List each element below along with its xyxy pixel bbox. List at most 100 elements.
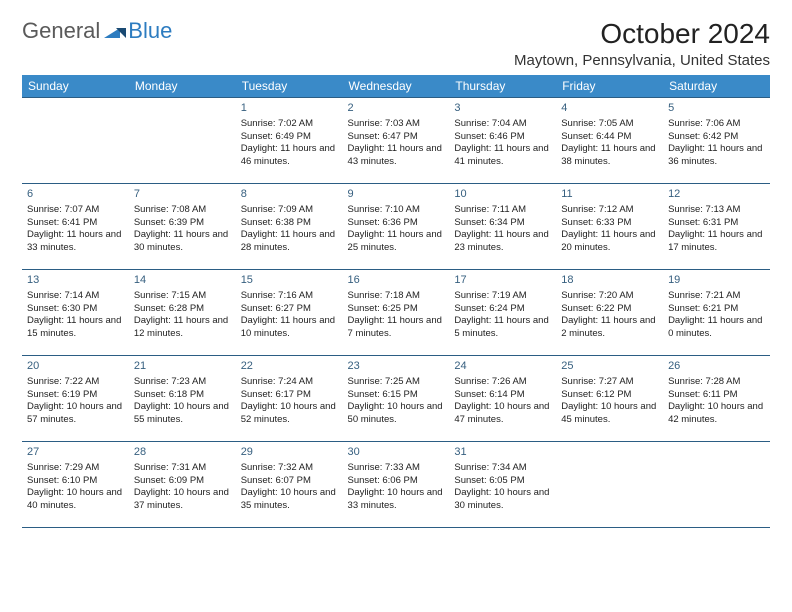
day-info: Sunrise: 7:09 AMSunset: 6:38 PMDaylight:… [241,204,338,255]
calendar-body: 1Sunrise: 7:02 AMSunset: 6:49 PMDaylight… [22,98,770,528]
calendar-day-cell: 8 Sunrise: 7:09 AMSunset: 6:38 PMDaylight… [236,184,343,270]
day-number: 24 [454,359,551,374]
calendar-day-cell: 5Sunrise: 7:06 AMSunset: 6:42 PMDaylight… [663,98,770,184]
day-info: Sunrise: 7:07 AMSunset: 6:41 PMDaylight:… [27,204,124,255]
day-number: 9 [348,187,445,202]
day-number: 13 [27,273,124,288]
day-info: Sunrise: 7:18 AMSunset: 6:25 PMDaylight:… [348,290,445,341]
calendar-day-cell: 2 Sunrise: 7:03 AMSunset: 6:47 PMDaylight… [343,98,450,184]
calendar-week-row: 27Sunrise: 7:29 AMSunset: 6:10 PMDayligh… [22,442,770,528]
calendar-day-cell: 18 Sunrise: 7:20 AMSunset: 6:22 PMDayligh… [556,270,663,356]
calendar-day-cell [129,98,236,184]
day-number: 3 [454,101,551,116]
calendar-day-cell: 9 Sunrise: 7:10 AMSunset: 6:36 PMDaylight… [343,184,450,270]
day-number: 31 [454,445,551,460]
calendar-day-cell: 3 Sunrise: 7:04 AMSunset: 6:46 PMDaylight… [449,98,556,184]
calendar-day-cell: 7Sunrise: 7:08 AMSunset: 6:39 PMDaylight… [129,184,236,270]
calendar-day-cell: 25 Sunrise: 7:27 AMSunset: 6:12 PMDayligh… [556,356,663,442]
page-title: October 2024 [514,18,770,50]
day-info: Sunrise: 7:32 AMSunset: 6:07 PMDaylight:… [241,462,338,513]
day-info: Sunrise: 7:23 AMSunset: 6:18 PMDaylight:… [134,376,231,427]
day-info: Sunrise: 7:05 AMSunset: 6:44 PMDaylight:… [561,118,658,169]
day-number: 30 [348,445,445,460]
day-number: 20 [27,359,124,374]
day-number: 29 [241,445,338,460]
day-number: 18 [561,273,658,288]
calendar-week-row: 6 Sunrise: 7:07 AMSunset: 6:41 PMDaylight… [22,184,770,270]
day-header: Friday [556,75,663,98]
day-info: Sunrise: 7:16 AMSunset: 6:27 PMDaylight:… [241,290,338,341]
calendar-week-row: 13 Sunrise: 7:14 AMSunset: 6:30 PMDayligh… [22,270,770,356]
calendar-day-cell: 23Sunrise: 7:25 AMSunset: 6:15 PMDayligh… [343,356,450,442]
title-area: October 2024 Maytown, Pennsylvania, Unit… [514,18,770,69]
day-number: 2 [348,101,445,116]
day-number: 1 [241,101,338,116]
logo-text-blue: Blue [128,18,172,44]
day-info: Sunrise: 7:24 AMSunset: 6:17 PMDaylight:… [241,376,338,427]
calendar-day-cell: 16Sunrise: 7:18 AMSunset: 6:25 PMDayligh… [343,270,450,356]
calendar-day-cell: 29 Sunrise: 7:32 AMSunset: 6:07 PMDayligh… [236,442,343,528]
day-number: 17 [454,273,551,288]
day-info: Sunrise: 7:15 AMSunset: 6:28 PMDaylight:… [134,290,231,341]
day-info: Sunrise: 7:34 AMSunset: 6:05 PMDaylight:… [454,462,551,513]
day-number: 8 [241,187,338,202]
calendar-day-cell: 24 Sunrise: 7:26 AMSunset: 6:14 PMDayligh… [449,356,556,442]
logo-mark-icon [104,24,126,38]
calendar-day-cell [556,442,663,528]
calendar-day-cell: 27Sunrise: 7:29 AMSunset: 6:10 PMDayligh… [22,442,129,528]
day-info: Sunrise: 7:26 AMSunset: 6:14 PMDaylight:… [454,376,551,427]
calendar-week-row: 20 Sunrise: 7:22 AMSunset: 6:19 PMDayligh… [22,356,770,442]
day-info: Sunrise: 7:20 AMSunset: 6:22 PMDaylight:… [561,290,658,341]
day-info: Sunrise: 7:29 AMSunset: 6:10 PMDaylight:… [27,462,124,513]
calendar-day-cell: 1Sunrise: 7:02 AMSunset: 6:49 PMDaylight… [236,98,343,184]
day-number: 12 [668,187,765,202]
calendar-day-cell: 14 Sunrise: 7:15 AMSunset: 6:28 PMDayligh… [129,270,236,356]
header: General Blue October 2024 Maytown, Penns… [22,18,770,69]
day-info: Sunrise: 7:27 AMSunset: 6:12 PMDaylight:… [561,376,658,427]
calendar-day-cell: 19Sunrise: 7:21 AMSunset: 6:21 PMDayligh… [663,270,770,356]
day-number: 25 [561,359,658,374]
day-info: Sunrise: 7:03 AMSunset: 6:47 PMDaylight:… [348,118,445,169]
calendar-week-row: 1Sunrise: 7:02 AMSunset: 6:49 PMDaylight… [22,98,770,184]
day-info: Sunrise: 7:21 AMSunset: 6:21 PMDaylight:… [668,290,765,341]
day-number: 22 [241,359,338,374]
day-number: 10 [454,187,551,202]
day-number: 14 [134,273,231,288]
day-number: 28 [134,445,231,460]
day-header: Monday [129,75,236,98]
calendar-day-cell: 17Sunrise: 7:19 AMSunset: 6:24 PMDayligh… [449,270,556,356]
day-info: Sunrise: 7:11 AMSunset: 6:34 PMDaylight:… [454,204,551,255]
calendar-day-cell: 31 Sunrise: 7:34 AMSunset: 6:05 PMDayligh… [449,442,556,528]
day-number: 7 [134,187,231,202]
day-header: Thursday [449,75,556,98]
calendar-day-cell: 11 Sunrise: 7:12 AMSunset: 6:33 PMDayligh… [556,184,663,270]
day-info: Sunrise: 7:12 AMSunset: 6:33 PMDaylight:… [561,204,658,255]
calendar-day-cell: 21 Sunrise: 7:23 AMSunset: 6:18 PMDayligh… [129,356,236,442]
day-info: Sunrise: 7:10 AMSunset: 6:36 PMDaylight:… [348,204,445,255]
day-info: Sunrise: 7:13 AMSunset: 6:31 PMDaylight:… [668,204,765,255]
day-info: Sunrise: 7:22 AMSunset: 6:19 PMDaylight:… [27,376,124,427]
day-header: Saturday [663,75,770,98]
day-number: 15 [241,273,338,288]
day-info: Sunrise: 7:33 AMSunset: 6:06 PMDaylight:… [348,462,445,513]
day-header: Sunday [22,75,129,98]
calendar-day-cell: 22 Sunrise: 7:24 AMSunset: 6:17 PMDayligh… [236,356,343,442]
day-number: 4 [561,101,658,116]
logo-text-general: General [22,18,100,44]
day-number: 6 [27,187,124,202]
day-header: Wednesday [343,75,450,98]
calendar-day-cell: 30 Sunrise: 7:33 AMSunset: 6:06 PMDayligh… [343,442,450,528]
logo: General Blue [22,18,172,44]
calendar-day-cell [22,98,129,184]
day-number: 5 [668,101,765,116]
day-header: Tuesday [236,75,343,98]
day-info: Sunrise: 7:14 AMSunset: 6:30 PMDaylight:… [27,290,124,341]
day-number: 21 [134,359,231,374]
day-info: Sunrise: 7:31 AMSunset: 6:09 PMDaylight:… [134,462,231,513]
calendar-day-cell: 10 Sunrise: 7:11 AMSunset: 6:34 PMDayligh… [449,184,556,270]
day-info: Sunrise: 7:25 AMSunset: 6:15 PMDaylight:… [348,376,445,427]
day-number: 26 [668,359,765,374]
day-info: Sunrise: 7:04 AMSunset: 6:46 PMDaylight:… [454,118,551,169]
calendar-table: Sunday Monday Tuesday Wednesday Thursday… [22,75,770,528]
day-number: 11 [561,187,658,202]
